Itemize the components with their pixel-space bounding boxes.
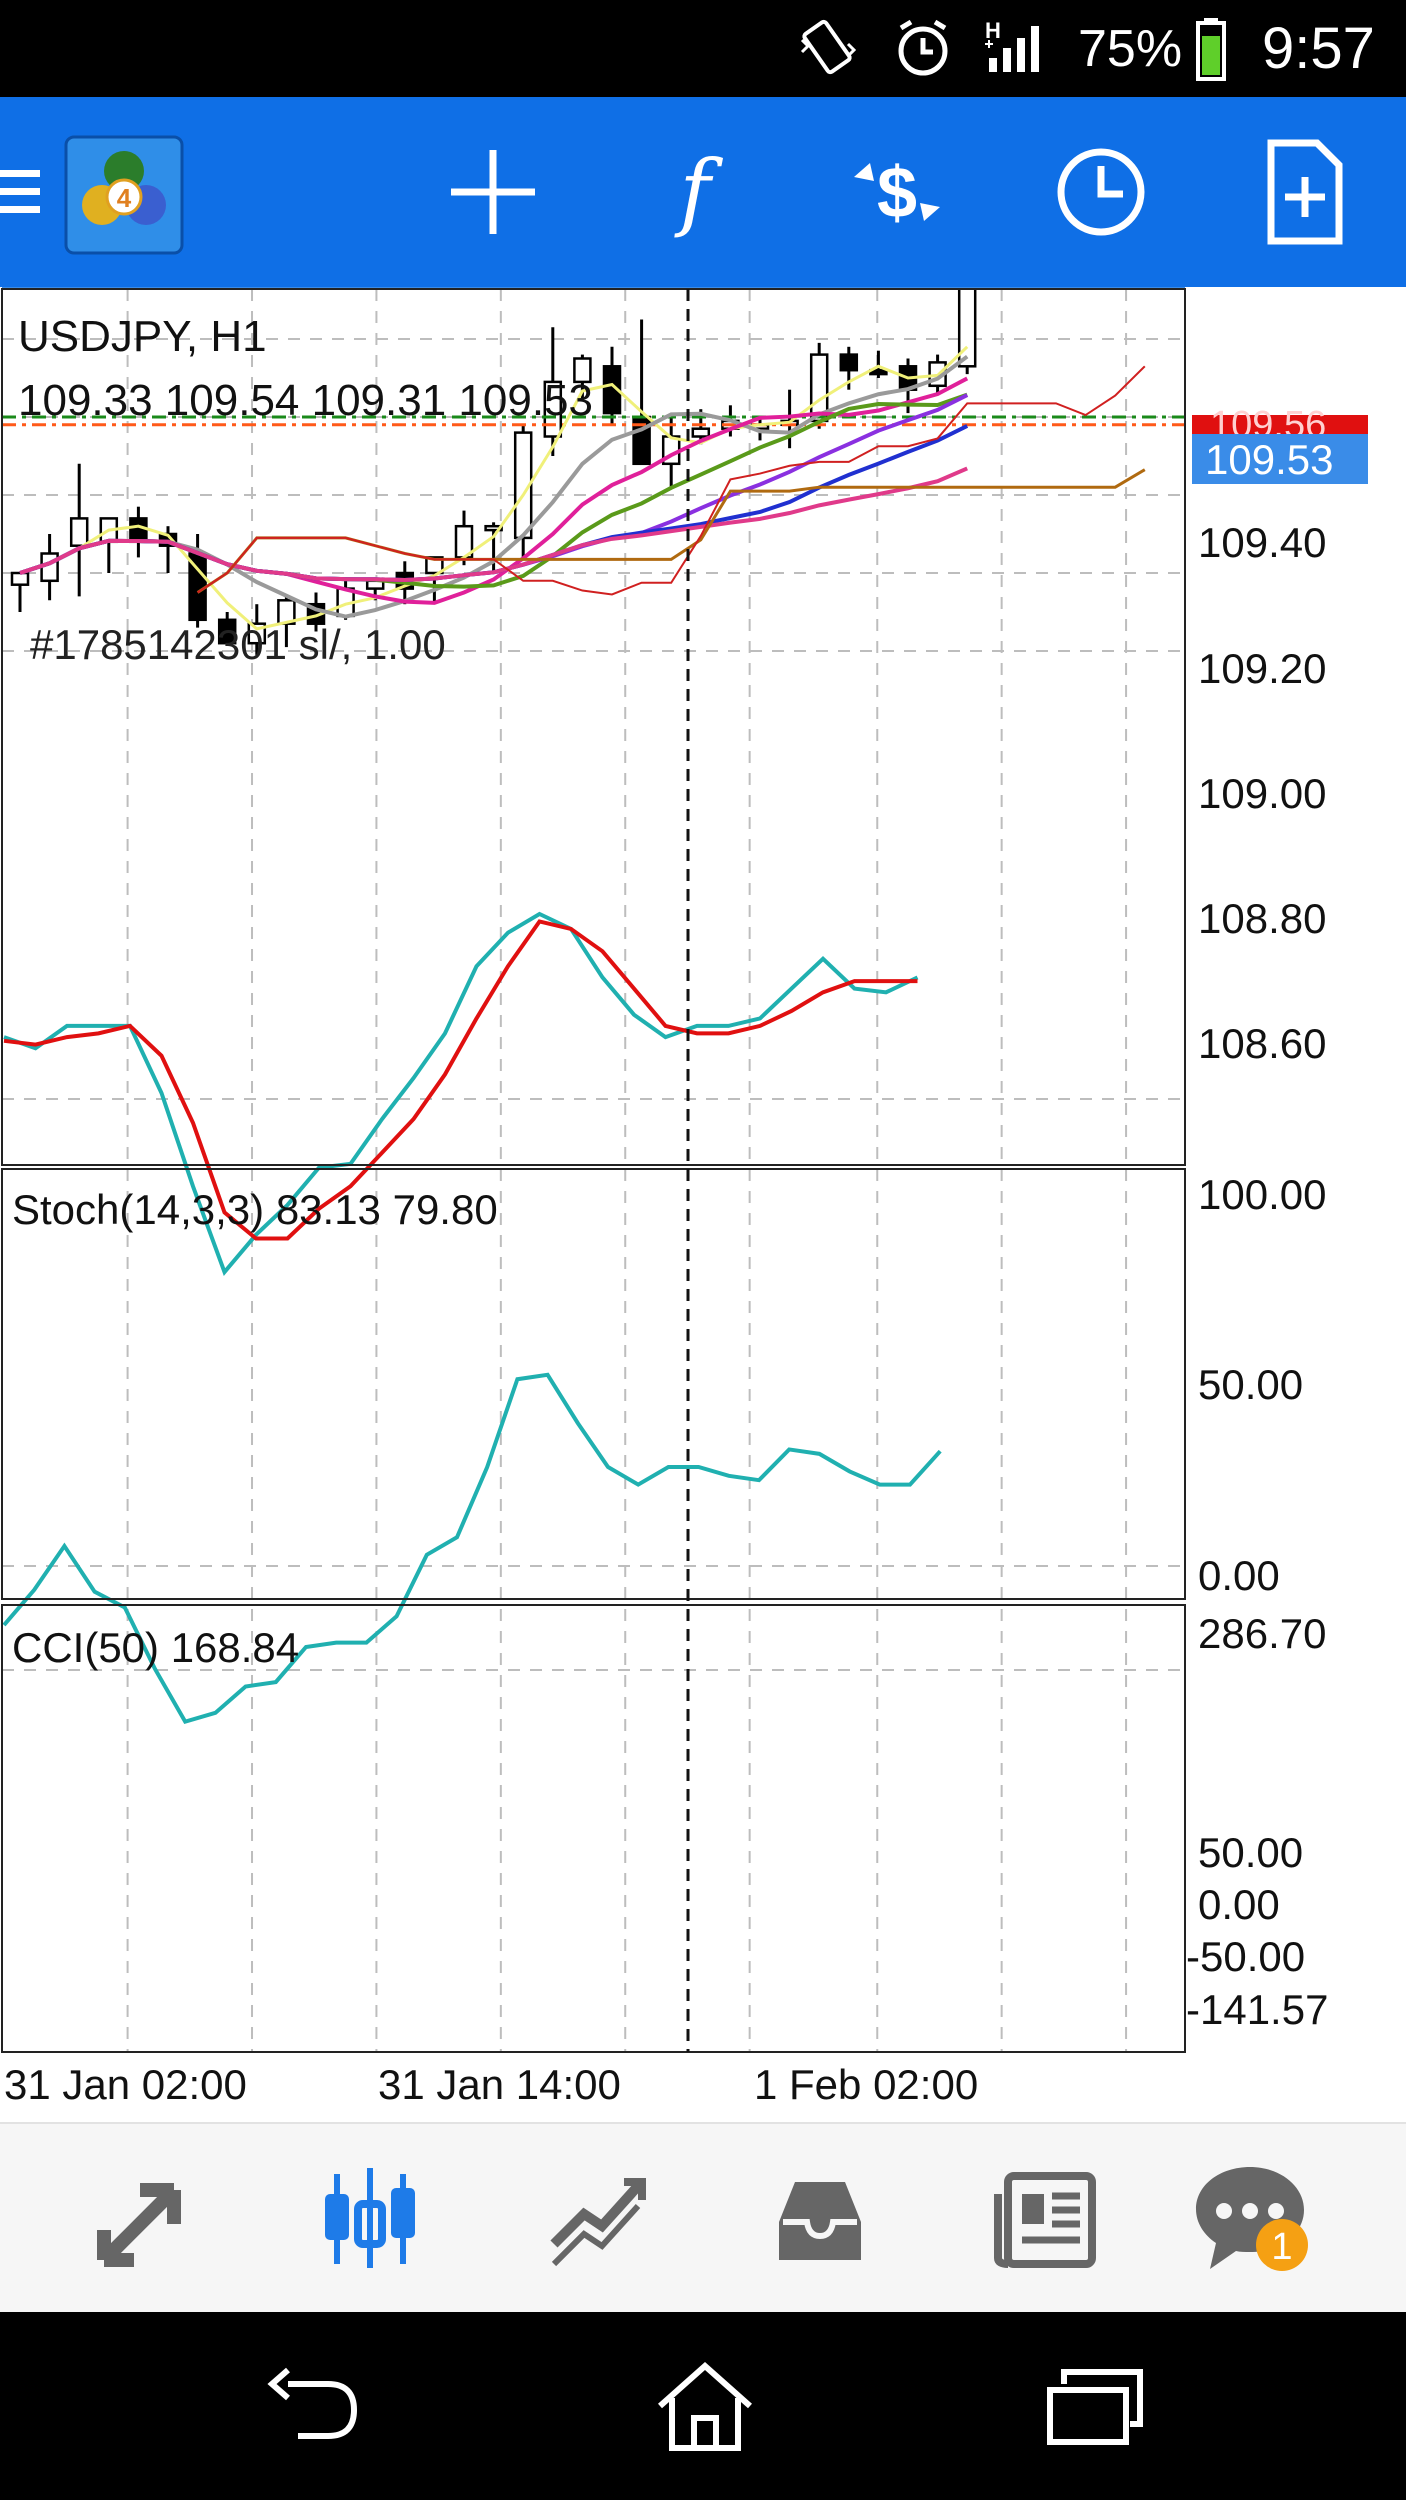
y-tick: 109.00 — [1198, 770, 1326, 817]
candle-body — [691, 427, 711, 438]
stoch-title: Stoch(14,3,3) 83.13 79.80 — [12, 1186, 498, 1233]
stoch-pane-frame — [1, 1168, 1186, 1600]
candle-body — [425, 556, 444, 575]
y-tick: 108.60 — [1198, 1020, 1326, 1067]
symbol-label: USDJPY, H1 — [18, 312, 267, 361]
candle-body — [69, 517, 89, 547]
clock-icon[interactable] — [1036, 127, 1166, 257]
order-label[interactable]: #1785142301 sl/, 1.00 — [30, 621, 446, 668]
main-pane-frame — [1, 288, 1186, 1166]
network-type: H — [985, 18, 1001, 43]
messages-badge-count: 1 — [1271, 2226, 1292, 2268]
metatrader-logo-icon[interactable]: 4 — [62, 133, 186, 257]
stoch-y-axis: 100.00 50.00 0.00 — [1198, 1171, 1326, 1599]
y-tick: 100.00 — [1198, 1171, 1326, 1218]
stoch-line — [3, 911, 919, 1276]
y-tick: 109.20 — [1198, 645, 1326, 692]
signal-icon: H — [985, 18, 1039, 72]
quotes-icon[interactable] — [85, 2159, 205, 2279]
trade-icon[interactable]: $ — [832, 127, 962, 257]
bottom-nav: 1 — [0, 2122, 1406, 2314]
current-price-tag — [1192, 434, 1368, 484]
clock-time: 9:57 — [1262, 16, 1375, 81]
chart-canvas[interactable]: USDJPY, H1 109.33 109.54 109.31 109.53 #… — [0, 287, 1406, 2122]
candle-body — [217, 618, 237, 645]
top-toolbar: 4 f $ — [0, 97, 1406, 287]
y-tick: 108.80 — [1198, 895, 1326, 942]
cci-pane-frame — [1, 1604, 1186, 2053]
x-axis: 31 Jan 02:00 31 Jan 14:00 1 Feb 02:00 — [4, 2061, 978, 2108]
crosshair-icon[interactable] — [428, 127, 558, 257]
current-price-text: 109.53 — [1205, 436, 1333, 483]
chart-grid — [2, 289, 1185, 2052]
messages-badge — [1256, 2219, 1308, 2271]
alarm-icon — [898, 19, 948, 76]
new-document-icon[interactable] — [1238, 127, 1368, 257]
status-bar: H 75% 9:57 — [0, 0, 1406, 97]
trade-nav-icon[interactable] — [535, 2159, 655, 2279]
candle-body — [602, 365, 622, 415]
ma-line — [19, 466, 968, 582]
candle-body — [129, 517, 148, 544]
x-tick: 1 Feb 02:00 — [754, 2061, 978, 2108]
candle-body — [957, 287, 977, 368]
y-tick: 286.70 — [1198, 1610, 1326, 1657]
function-glyph: f — [673, 142, 723, 240]
chart-area[interactable]: USDJPY, H1 109.33 109.54 109.31 109.53 #… — [0, 287, 1406, 2122]
function-icon[interactable]: f — [630, 127, 760, 257]
battery-icon — [1196, 18, 1226, 81]
candle-body — [573, 357, 592, 384]
y-tick: 50.00 — [1198, 1361, 1303, 1408]
messages-icon[interactable]: 1 — [1190, 2159, 1310, 2279]
back-icon[interactable] — [258, 2362, 368, 2452]
y-tick: 0.00 — [1198, 1552, 1280, 1599]
svg-text:$: $ — [877, 153, 917, 233]
cci-title: CCI(50) 168.84 — [12, 1624, 299, 1671]
menu-icon[interactable] — [0, 127, 40, 257]
y-tick: 109.40 — [1198, 519, 1326, 566]
oscillators — [2, 911, 942, 1724]
battery-percent: 75% — [1078, 20, 1182, 78]
home-icon[interactable] — [650, 2362, 760, 2452]
chart-icon[interactable] — [310, 2159, 430, 2279]
y-tick: 0.00 — [1198, 1881, 1280, 1928]
y-tick: -50.00 — [1186, 1933, 1305, 1980]
y-tick: 50.00 — [1198, 1829, 1303, 1876]
cci-y-axis: 286.70 50.00 0.00 -50.00 -141.57 — [1186, 1610, 1328, 2033]
candle-body — [839, 353, 859, 372]
recents-icon[interactable] — [1040, 2362, 1150, 2452]
y-tick: -141.57 — [1186, 1986, 1328, 2033]
cci-line — [2, 1372, 942, 1724]
x-tick: 31 Jan 02:00 — [4, 2061, 247, 2108]
system-nav-bar — [0, 2312, 1406, 2500]
stoch-line — [3, 919, 918, 1241]
logo-badge: 4 — [117, 183, 132, 213]
x-tick: 31 Jan 14:00 — [378, 2061, 621, 2108]
history-icon[interactable] — [760, 2159, 880, 2279]
candle-body — [484, 524, 503, 532]
news-icon[interactable] — [985, 2159, 1105, 2279]
candle-body — [543, 380, 563, 438]
cloud-line — [197, 365, 1146, 596]
ohlc-label: 109.33 109.54 109.31 109.53 — [18, 376, 593, 425]
vibrate-icon — [800, 19, 857, 75]
main-y-axis: 109.40 109.20 109.00 108.80 108.60 — [1198, 519, 1326, 1067]
candle-body — [10, 571, 30, 586]
